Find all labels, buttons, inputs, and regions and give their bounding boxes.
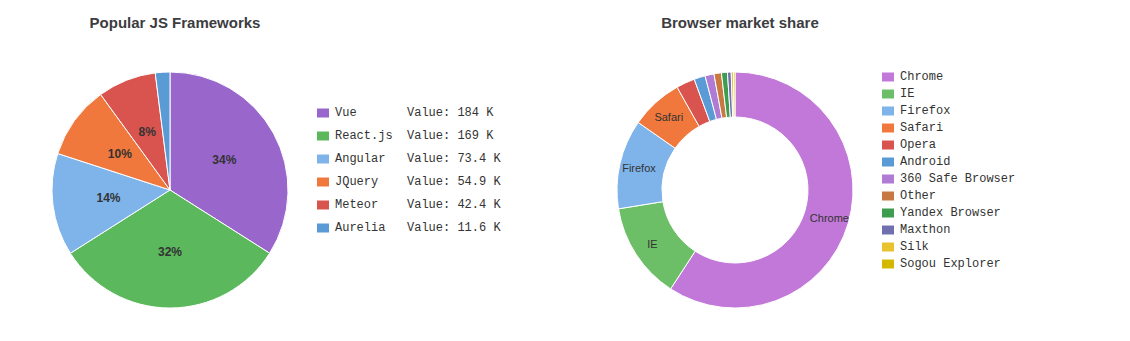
svg-text:JQuery Value: 54.9 K: JQuery Value: 54.9 K	[335, 175, 501, 189]
svg-text:Other: Other	[900, 189, 936, 203]
svg-text:Android: Android	[900, 155, 950, 169]
svg-text:Maxthon: Maxthon	[900, 223, 950, 237]
svg-text:IE: IE	[647, 238, 657, 250]
svg-text:8%: 8%	[139, 125, 157, 139]
svg-text:14%: 14%	[96, 191, 120, 205]
svg-text:Safari: Safari	[900, 121, 943, 135]
svg-text:Yandex Browser: Yandex Browser	[900, 206, 1001, 220]
svg-text:Safari: Safari	[654, 111, 683, 123]
svg-text:360 Safe Browser: 360 Safe Browser	[900, 172, 1015, 186]
svg-text:Aurelia Value: 11.6 K: Aurelia Value: 11.6 K	[335, 221, 501, 235]
svg-text:Firefox: Firefox	[900, 104, 950, 118]
svg-text:Chrome: Chrome	[900, 70, 943, 84]
svg-text:Chrome: Chrome	[810, 212, 849, 224]
svg-text:Angular Value: 73.4 K: Angular Value: 73.4 K	[335, 152, 501, 166]
svg-text:Sogou Explorer: Sogou Explorer	[900, 257, 1001, 271]
svg-text:10%: 10%	[108, 147, 132, 161]
svg-text:Firefox: Firefox	[622, 162, 656, 174]
svg-text:32%: 32%	[158, 245, 182, 259]
svg-text:34%: 34%	[212, 153, 236, 167]
svg-text:Silk: Silk	[900, 240, 929, 254]
svg-text:Popular JS Frameworks: Popular JS Frameworks	[90, 14, 261, 31]
svg-text:Meteor Value: 42.4 K: Meteor Value: 42.4 K	[335, 198, 501, 212]
svg-text:React.js Value: 169 K: React.js Value: 169 K	[335, 129, 494, 143]
svg-text:Browser market share: Browser market share	[661, 14, 819, 31]
svg-text:Vue Value: 184 K: Vue Value: 184 K	[335, 106, 494, 120]
svg-text:Opera: Opera	[900, 138, 936, 152]
svg-text:IE: IE	[900, 87, 914, 101]
